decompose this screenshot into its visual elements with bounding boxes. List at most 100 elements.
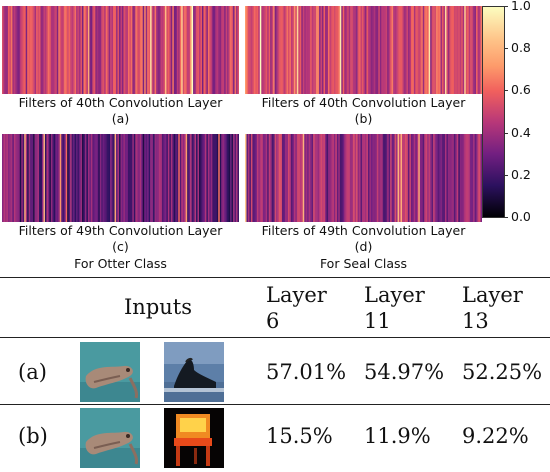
heatmap-stripe	[170, 6, 173, 94]
heatmap-stripe	[344, 134, 347, 222]
heatmap-stripe	[28, 134, 31, 222]
heatmap-stripe	[427, 6, 429, 94]
heatmap-stripe	[123, 134, 126, 222]
heatmap-stripe	[329, 134, 332, 222]
heatmap-stripe	[105, 134, 108, 222]
heatmap-stripe	[323, 6, 326, 94]
heatmap-stripe	[124, 6, 127, 94]
heatmap-stripe	[213, 134, 216, 222]
heatmap-stripe	[470, 134, 472, 222]
heatmap-stripe	[33, 6, 35, 94]
heatmap-stripe	[178, 134, 181, 222]
heatmap-stripe	[462, 6, 465, 94]
heatmap-stripe	[262, 134, 265, 222]
heatmap-stripe	[7, 6, 10, 94]
heatmap-stripe	[367, 6, 370, 94]
heatmap-stripe	[70, 134, 72, 222]
heatmap-stripe	[221, 134, 223, 222]
caption-c: Filters of 49th Convolution Layer	[18, 223, 223, 238]
heatmap-stripe	[311, 6, 314, 94]
heatmap-stripe	[393, 134, 395, 222]
heatmap-stripe	[31, 6, 34, 94]
heatmap-stripe	[286, 6, 289, 94]
heatmap-stripe	[237, 6, 239, 94]
heatmap-stripe	[36, 134, 38, 222]
heatmap-stripe	[453, 134, 456, 222]
colorbar	[482, 6, 505, 218]
heatmap-stripe	[443, 6, 446, 94]
heatmap-stripe	[133, 6, 136, 94]
heatmap-stripe	[41, 6, 44, 94]
heatmap-stripe	[385, 6, 388, 94]
heatmap-stripe	[476, 6, 478, 94]
heatmap-stripe	[58, 6, 61, 94]
heatmap-stripe	[201, 134, 204, 222]
heatmap-stripe	[222, 134, 225, 222]
heatmap-stripe	[434, 134, 437, 222]
heatmap-stripe	[148, 134, 151, 222]
heatmap-stripe	[360, 134, 363, 222]
heatmap-stripe	[219, 134, 222, 222]
heatmap-stripe	[373, 6, 376, 94]
heatmap-stripe	[421, 134, 424, 222]
heatmap-stripe	[95, 6, 98, 94]
heatmap-stripe	[394, 6, 397, 94]
heatmap-stripe	[151, 6, 154, 94]
heatmap-stripe	[108, 6, 111, 94]
heatmap-stripe	[96, 6, 99, 94]
heatmap-stripe	[344, 6, 347, 94]
heatmap-stripe	[367, 134, 370, 222]
heatmap-stripe	[218, 134, 221, 222]
heatmap-stripe	[84, 134, 87, 222]
heatmap-stripe	[307, 134, 309, 222]
heatmap-stripe	[4, 6, 7, 94]
heatmap-stripe	[249, 6, 252, 94]
heatmap-stripe	[384, 134, 387, 222]
heatmap-stripe	[329, 6, 332, 94]
heatmap-stripe	[253, 134, 256, 222]
heatmap-stripe	[104, 6, 106, 94]
heatmap-stripe	[179, 134, 182, 222]
heatmap-stripe	[196, 6, 198, 94]
heatmap-stripe	[424, 6, 427, 94]
heatmap-stripe	[163, 134, 166, 222]
heatmap-stripe	[21, 134, 24, 222]
heatmap-stripe	[43, 6, 46, 94]
subcaption-b: (b)	[354, 111, 373, 126]
heatmap-stripe	[181, 6, 184, 94]
heatmap-stripe	[341, 6, 344, 94]
heatmap-stripe	[99, 134, 102, 222]
heatmap-stripe	[379, 134, 382, 222]
heatmap-stripe	[384, 6, 387, 94]
heatmap-stripe	[181, 134, 184, 222]
heatmap-stripe	[233, 134, 235, 222]
heatmap-stripe	[160, 6, 163, 94]
heatmap-stripe	[379, 6, 382, 94]
heatmap-stripe	[471, 6, 474, 94]
heatmap-stripe	[362, 6, 364, 94]
subcaption-d: (d)	[354, 239, 373, 254]
heatmap-stripe	[390, 6, 392, 94]
heatmap-stripe	[399, 134, 401, 222]
heatmap-stripe	[449, 134, 452, 222]
heatmap-stripe	[363, 6, 366, 94]
heatmap-stripe	[161, 134, 164, 222]
heatmap-stripe	[366, 6, 369, 94]
heatmap-stripe	[228, 134, 231, 222]
heatmap-stripe	[130, 6, 133, 94]
heatmap-stripe	[93, 134, 96, 222]
heatmap-stripe	[422, 134, 425, 222]
heatmap-stripe	[190, 134, 192, 222]
heatmap-stripe	[172, 6, 175, 94]
heatmap-stripe	[247, 6, 250, 94]
heatmap-stripe	[467, 134, 469, 222]
heatmap-stripe	[61, 6, 64, 94]
heatmap-stripe	[90, 134, 93, 222]
heatmap-stripe	[282, 134, 284, 222]
heatmap-stripe	[138, 134, 141, 222]
heatmap-stripe	[284, 134, 287, 222]
heatmap-stripe	[249, 134, 252, 222]
heatmap-stripe	[227, 134, 229, 222]
heatmap-stripe	[92, 6, 95, 94]
heatmap-stripe	[348, 134, 351, 222]
